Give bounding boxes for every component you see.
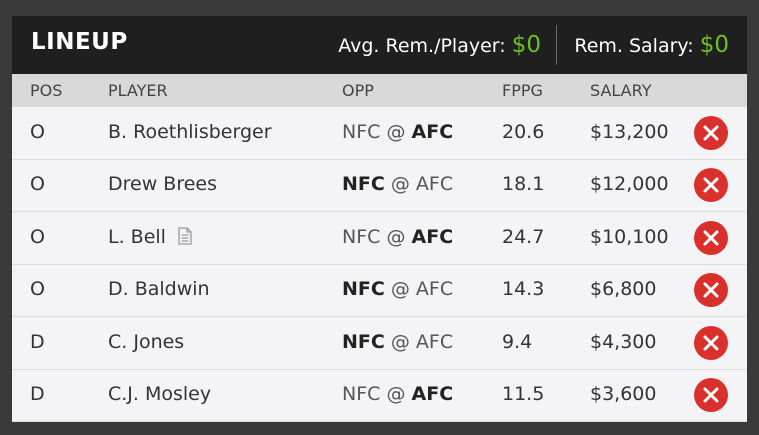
remaining-salary-value: $0 [699,32,729,58]
row-player[interactable]: D. Baldwin [108,278,210,300]
column-header-opp[interactable]: OPP [342,81,374,100]
row-opp-right: AFC [411,383,454,405]
lineup-row[interactable]: O D. Baldwin NFC @ AFC 14.3 $6,800 [12,264,747,318]
avg-remaining-value: $0 [511,32,541,58]
row-fppg: 9.4 [502,330,533,353]
column-header-pos[interactable]: POS [30,81,63,100]
row-player-name[interactable]: L. Bell [108,225,166,248]
lineup-rows: O B. Roethlisberger NFC @ AFC 20.6 $13,2… [12,107,747,422]
row-player-name[interactable]: Drew Brees [108,173,217,196]
avg-remaining-per-player: Avg. Rem./Player: $0 [338,32,541,58]
row-opp-right: AFC [411,121,454,143]
row-opp-right: AFC [411,225,454,248]
row-opp: NFC @ AFC [342,383,453,405]
close-circle-icon [703,125,719,141]
row-opp: NFC @ AFC [342,121,453,143]
row-opp-left: NFC [342,225,381,248]
row-salary: $3,600 [590,383,657,405]
row-opp-sep: @ [390,173,410,196]
row-fppg: 14.3 [502,278,545,301]
row-opp-left: NFC [342,278,385,301]
close-circle-icon [703,387,719,403]
row-player[interactable]: B. Roethlisberger [108,121,272,143]
row-opp-sep: @ [390,278,410,301]
row-opp-sep: @ [386,225,406,248]
header-divider [556,25,557,65]
row-opp-left: NFC [342,330,385,353]
row-pos: O [30,278,45,301]
lineup-panel: LINEUP Avg. Rem./Player: $0 Rem. Salary:… [12,16,747,422]
row-player-name[interactable]: C.J. Mosley [108,383,212,405]
close-circle-icon [703,230,719,246]
remove-player-button[interactable] [694,168,728,203]
row-opp-right: AFC [415,173,454,196]
row-salary: $4,300 [590,330,657,353]
close-circle-icon [703,177,719,193]
row-fppg: 11.5 [502,383,545,405]
row-opp-right: AFC [415,330,454,353]
lineup-title: LINEUP [31,29,128,55]
close-circle-icon [703,282,719,298]
row-salary: $10,100 [590,225,669,248]
lineup-row[interactable]: O B. Roethlisberger NFC @ AFC 20.6 $13,2… [12,107,747,160]
column-header-player[interactable]: PLAYER [108,81,168,100]
row-opp: NFC @ AFC [342,226,453,248]
column-header-fppg[interactable]: FPPG [502,81,543,100]
row-opp: NFC @ AFC [342,278,453,300]
row-player-name[interactable]: C. Jones [108,330,185,353]
lineup-header: LINEUP Avg. Rem./Player: $0 Rem. Salary:… [12,16,747,74]
player-note-icon[interactable] [178,227,192,245]
row-salary: $13,200 [590,121,669,143]
row-opp: NFC @ AFC [342,331,453,353]
lineup-row[interactable]: O L. Bell NFC @ AFC 24.7 $10,100 [12,212,747,265]
close-circle-icon [703,335,719,351]
remove-player-button[interactable] [694,273,728,308]
remove-player-button[interactable] [694,378,728,412]
column-header-salary[interactable]: SALARY [590,81,652,100]
row-salary: $12,000 [590,173,669,196]
row-opp-right: AFC [415,278,454,301]
row-opp: NFC @ AFC [342,173,453,195]
row-player[interactable]: C. Jones [108,331,184,353]
row-pos: O [30,121,45,143]
lineup-row[interactable]: D C.J. Mosley NFC @ AFC 11.5 $3,600 [12,369,747,422]
row-pos: O [30,225,45,248]
remove-player-button[interactable] [694,325,728,360]
row-player[interactable]: C.J. Mosley [108,383,211,405]
row-opp-sep: @ [386,383,406,405]
row-fppg: 24.7 [502,225,545,248]
row-opp-sep: @ [390,330,410,353]
row-opp-sep: @ [386,121,406,143]
row-player[interactable]: Drew Brees [108,173,217,195]
lineup-row[interactable]: D C. Jones NFC @ AFC 9.4 $4,300 [12,317,747,370]
remove-player-button[interactable] [694,116,728,150]
row-opp-left: NFC [342,173,385,196]
row-player[interactable]: L. Bell [108,226,192,248]
row-player-name[interactable]: D. Baldwin [108,278,210,301]
row-pos: D [30,330,45,353]
lineup-row[interactable]: O Drew Brees NFC @ AFC 18.1 $12,000 [12,159,747,213]
row-fppg: 20.6 [502,121,545,143]
row-player-name[interactable]: B. Roethlisberger [108,121,272,143]
remaining-salary-label: Rem. Salary: [574,35,694,57]
row-opp-left: NFC [342,121,381,143]
row-fppg: 18.1 [502,173,545,196]
row-salary: $6,800 [590,278,657,301]
row-pos: O [30,173,45,196]
remove-player-button[interactable] [694,220,728,255]
remaining-salary: Rem. Salary: $0 [574,32,729,58]
avg-remaining-label: Avg. Rem./Player: [338,35,506,57]
row-pos: D [30,383,45,405]
row-opp-left: NFC [342,383,381,405]
column-headers: POS PLAYER OPP FPPG SALARY [12,74,747,107]
